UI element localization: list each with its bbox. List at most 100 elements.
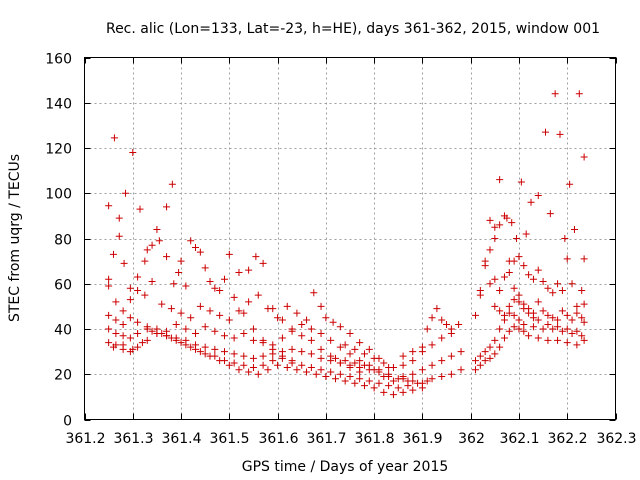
data-point [112, 316, 120, 324]
data-point [356, 357, 364, 365]
data-point [182, 341, 190, 349]
x-tick-label: 362.1 [499, 431, 539, 447]
data-point [110, 134, 118, 142]
data-point [341, 357, 349, 365]
data-point [356, 363, 364, 371]
data-point [549, 289, 557, 297]
data-point [457, 348, 465, 356]
data-point [580, 300, 588, 308]
data-point [370, 366, 378, 374]
data-point [307, 363, 315, 371]
data-point [346, 350, 354, 358]
data-point [447, 370, 455, 378]
data-point [433, 305, 441, 313]
axis-ticks [84, 57, 617, 421]
data-point [329, 318, 337, 326]
data-point [293, 309, 301, 317]
data-point [566, 180, 574, 188]
data-point [500, 311, 508, 319]
data-point [503, 214, 511, 222]
x-tick-label: 361.3 [113, 431, 153, 447]
data-point [317, 345, 325, 353]
data-point [554, 280, 562, 288]
data-point [491, 235, 499, 242]
data-point [525, 332, 533, 340]
data-point [187, 343, 195, 351]
data-point [240, 309, 248, 317]
data-point [418, 379, 426, 387]
y-tick-label: 120 [45, 142, 72, 158]
data-point [105, 202, 113, 210]
data-point [187, 314, 195, 322]
data-point [187, 237, 195, 245]
data-point [201, 323, 209, 331]
y-tick-label: 160 [45, 52, 72, 68]
data-point [573, 309, 581, 317]
data-point [455, 320, 463, 328]
x-tick-label: 361.7 [306, 431, 346, 447]
data-point [240, 361, 248, 369]
data-point [129, 345, 137, 353]
data-point [356, 375, 364, 383]
data-point [346, 361, 354, 369]
data-point [307, 350, 315, 358]
data-point [522, 230, 530, 238]
data-point [153, 225, 161, 233]
data-point [115, 214, 123, 222]
data-point [134, 273, 142, 281]
data-point [126, 284, 134, 292]
data-point [486, 343, 494, 351]
data-point [486, 246, 494, 254]
data-point [568, 280, 576, 288]
data-point [491, 350, 499, 358]
data-point [112, 330, 120, 338]
data-point [578, 332, 586, 340]
data-point [558, 307, 566, 315]
series-s8 [332, 348, 465, 385]
data-point [327, 336, 335, 344]
data-point [172, 320, 180, 328]
data-point [134, 343, 142, 351]
data-point [158, 330, 166, 338]
data-point [235, 366, 243, 374]
data-point [196, 348, 204, 356]
data-point [520, 300, 528, 308]
data-point [515, 291, 523, 299]
data-point [196, 302, 204, 310]
data-point [254, 370, 262, 378]
data-point [336, 359, 344, 367]
data-point [317, 302, 325, 310]
data-point [206, 352, 214, 360]
data-point [192, 244, 200, 252]
data-point [515, 298, 523, 306]
data-point [148, 277, 156, 285]
data-point [112, 298, 120, 306]
data-point [370, 384, 378, 392]
data-point [196, 248, 204, 256]
data-point [568, 330, 576, 338]
data-point [245, 266, 253, 274]
data-point [119, 307, 127, 315]
data-points [105, 90, 588, 399]
data-point [375, 379, 383, 387]
data-point [505, 302, 513, 310]
data-point [573, 341, 581, 349]
data-point [534, 266, 542, 274]
data-point [496, 176, 504, 184]
data-point [274, 314, 282, 322]
data-point [148, 327, 156, 335]
data-point [561, 235, 569, 242]
data-point [307, 336, 315, 344]
data-point [322, 373, 330, 381]
x-tick-label: 361.9 [402, 431, 442, 447]
y-tick-label: 0 [63, 414, 72, 430]
data-point [438, 373, 446, 381]
x-tick-label: 361.4 [161, 431, 201, 447]
data-point [578, 287, 586, 295]
data-point [288, 359, 296, 367]
data-point [245, 368, 253, 376]
data-point [225, 361, 233, 369]
data-point [283, 363, 291, 371]
data-point [570, 225, 578, 233]
